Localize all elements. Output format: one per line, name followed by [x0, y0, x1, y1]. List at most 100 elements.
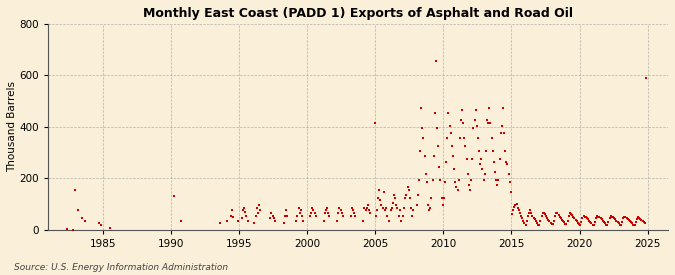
Point	[609, 216, 620, 220]
Point	[444, 123, 455, 128]
Point	[545, 221, 556, 226]
Point	[503, 172, 514, 177]
Point	[336, 211, 347, 215]
Point	[76, 216, 87, 220]
Point	[521, 219, 532, 223]
Point	[294, 211, 305, 215]
Point	[596, 217, 607, 222]
Point	[439, 196, 450, 200]
Point	[80, 219, 90, 223]
Point	[539, 212, 550, 216]
Point	[384, 219, 395, 223]
Point	[604, 216, 615, 220]
Point	[630, 220, 641, 224]
Point	[433, 144, 443, 148]
Point	[489, 160, 500, 164]
Point	[176, 219, 186, 223]
Point	[442, 136, 453, 141]
Point	[626, 220, 637, 224]
Point	[291, 219, 302, 223]
Point	[308, 208, 319, 213]
Point	[587, 222, 598, 227]
Point	[424, 208, 435, 213]
Point	[168, 194, 179, 199]
Point	[439, 180, 450, 184]
Point	[508, 208, 518, 213]
Point	[292, 213, 303, 218]
Point	[601, 222, 612, 227]
Point	[581, 216, 592, 220]
Point	[559, 220, 570, 224]
Point	[491, 177, 502, 182]
Point	[556, 216, 566, 220]
Point	[432, 126, 443, 130]
Point	[472, 136, 483, 141]
Point	[298, 219, 308, 223]
Point	[250, 213, 261, 218]
Point	[321, 208, 331, 213]
Point	[412, 193, 423, 197]
Point	[391, 203, 402, 208]
Point	[321, 206, 332, 210]
Point	[240, 210, 250, 214]
Point	[486, 136, 497, 141]
Point	[589, 220, 600, 224]
Point	[450, 180, 460, 184]
Point	[468, 126, 479, 130]
Point	[399, 206, 410, 210]
Point	[304, 213, 315, 218]
Point	[414, 149, 425, 153]
Point	[389, 193, 400, 197]
Point	[610, 217, 621, 222]
Point	[479, 172, 490, 177]
Point	[621, 216, 632, 220]
Point	[456, 118, 466, 123]
Point	[466, 177, 477, 182]
Point	[464, 183, 475, 187]
Point	[392, 206, 403, 210]
Point	[574, 222, 585, 226]
Point	[546, 222, 557, 226]
Point	[578, 213, 589, 218]
Point	[605, 213, 616, 218]
Point	[364, 211, 375, 215]
Point	[534, 222, 545, 227]
Point	[481, 149, 491, 153]
Point	[349, 211, 360, 215]
Point	[549, 213, 560, 218]
Point	[524, 211, 535, 215]
Point	[423, 203, 433, 208]
Point	[569, 216, 580, 220]
Point	[429, 154, 439, 159]
Point	[634, 216, 645, 220]
Point	[387, 200, 398, 205]
Point	[318, 219, 329, 223]
Point	[401, 193, 412, 197]
Point	[574, 222, 585, 227]
Point	[476, 157, 487, 161]
Point	[461, 157, 472, 161]
Point	[346, 206, 357, 210]
Point	[528, 216, 539, 220]
Point	[215, 221, 225, 226]
Point	[571, 219, 582, 223]
Point	[519, 221, 530, 226]
Point	[431, 59, 441, 64]
Point	[449, 167, 460, 172]
Point	[458, 121, 468, 125]
Point	[453, 177, 464, 182]
Point	[535, 219, 546, 223]
Point	[533, 222, 543, 227]
Point	[495, 131, 506, 136]
Point	[579, 215, 590, 219]
Point	[389, 196, 400, 200]
Point	[564, 211, 575, 215]
Point	[502, 162, 513, 166]
Point	[493, 177, 504, 182]
Point	[73, 208, 84, 213]
Point	[628, 222, 639, 227]
Point	[361, 206, 372, 210]
Point	[454, 136, 465, 141]
Point	[485, 121, 496, 125]
Point	[443, 111, 454, 115]
